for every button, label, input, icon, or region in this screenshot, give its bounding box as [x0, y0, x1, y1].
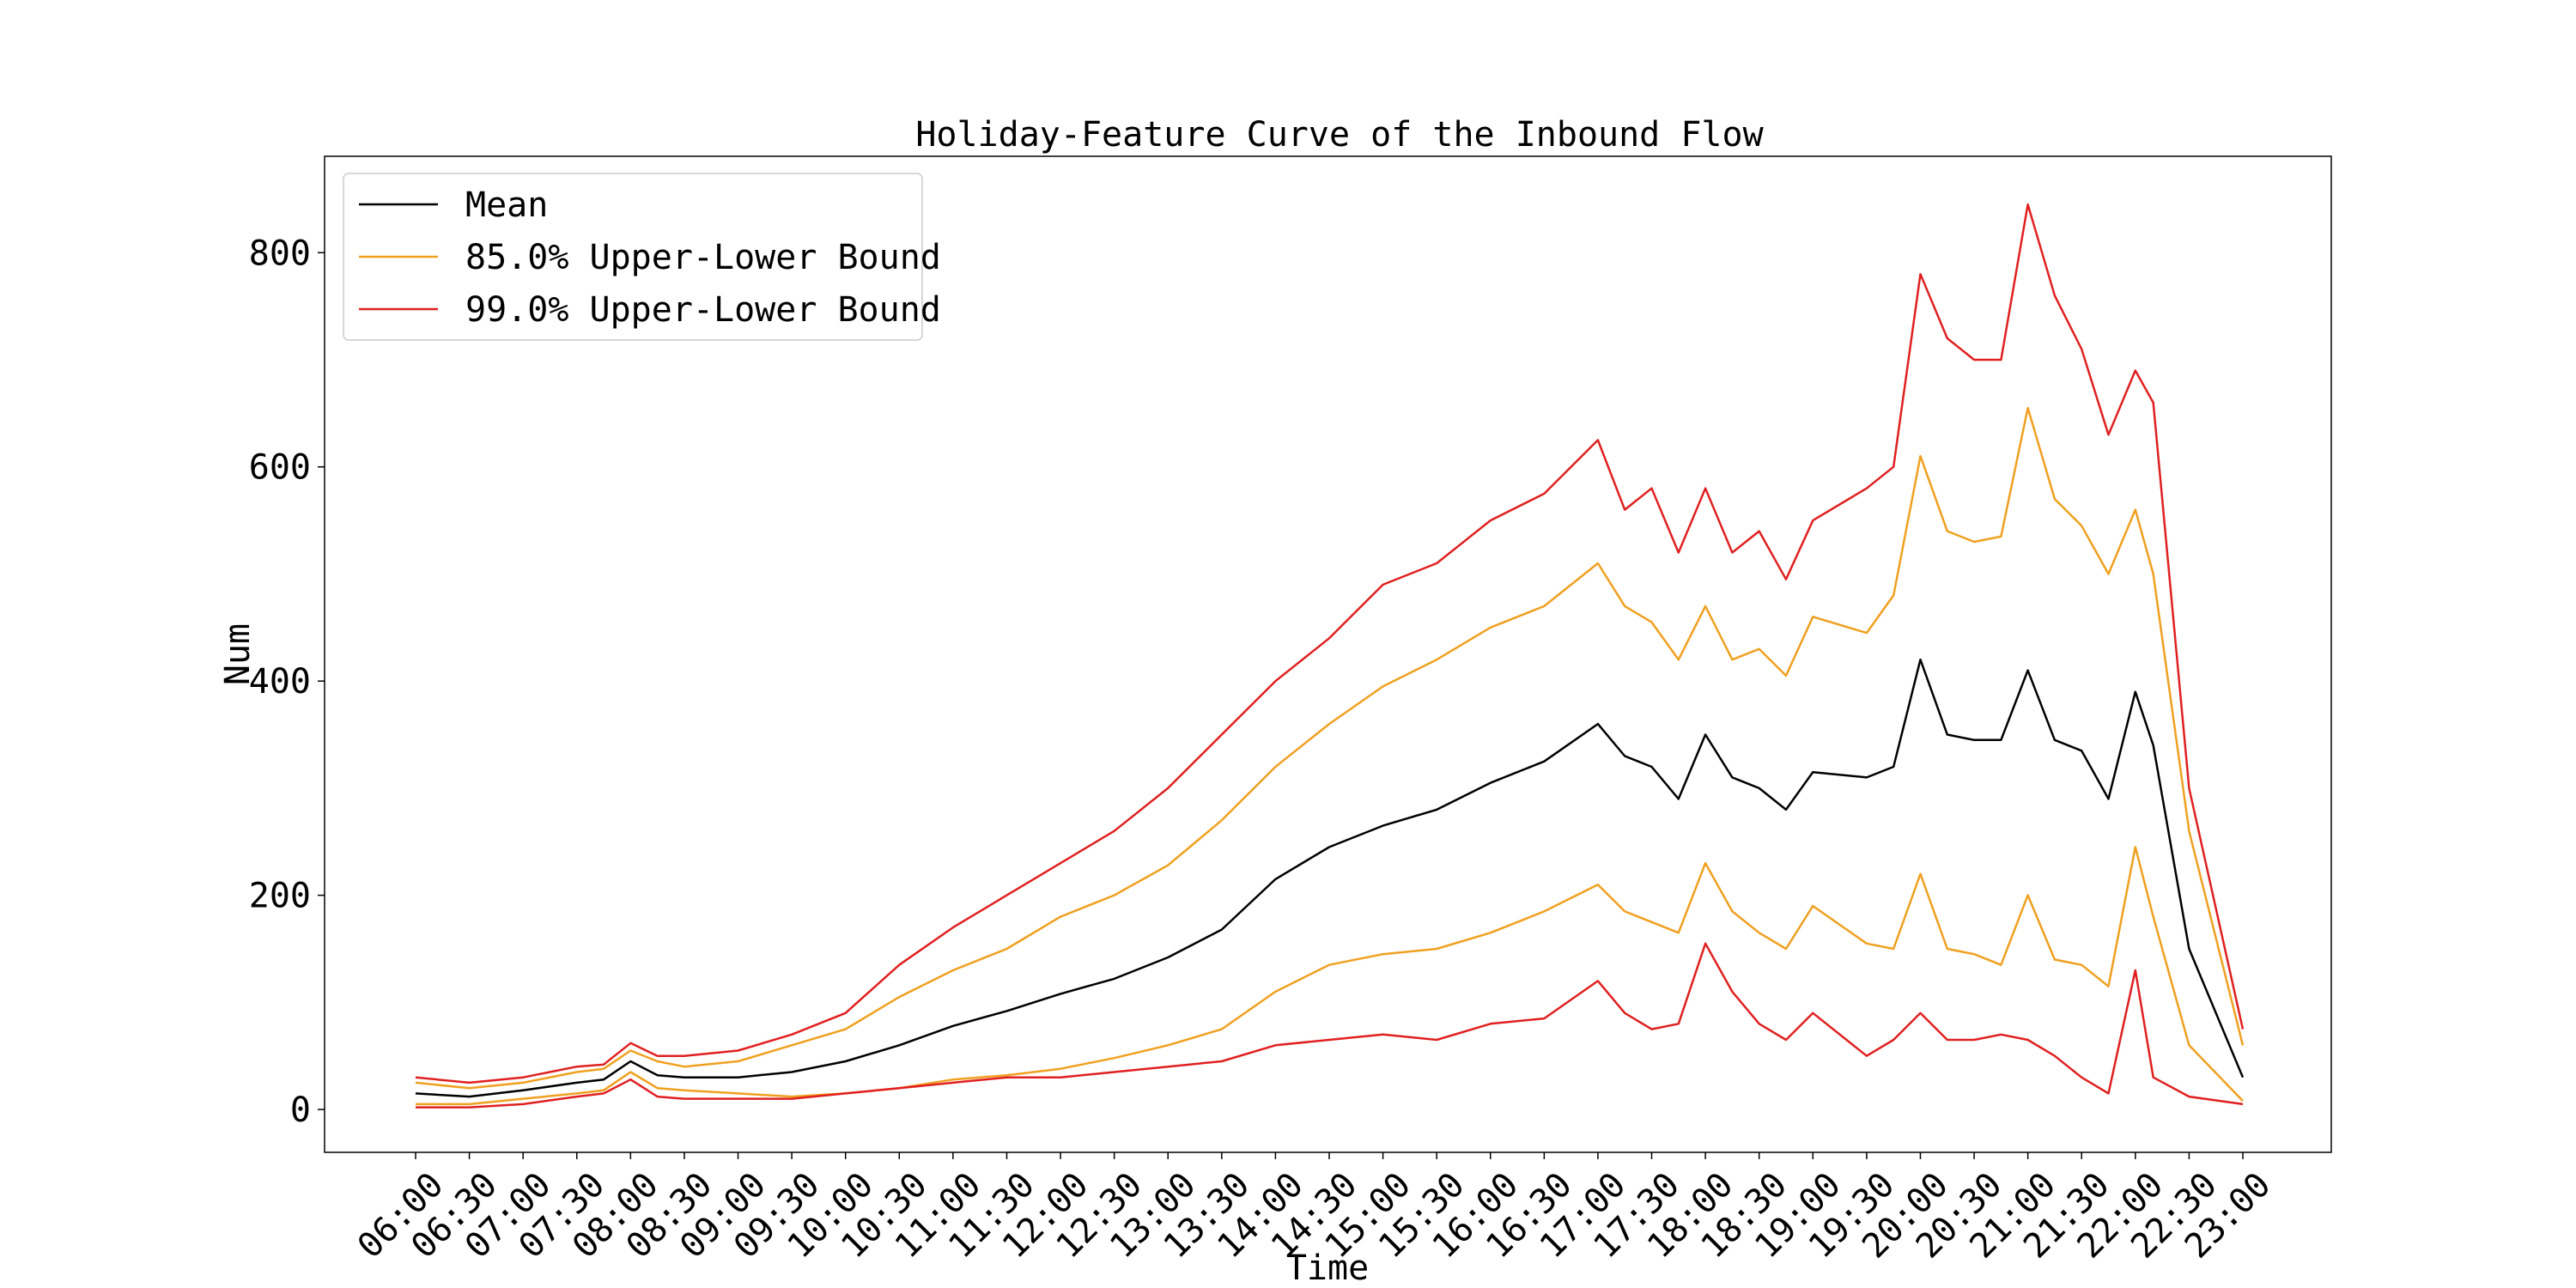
legend-label-b99: 99.0% Upper-Lower Bound — [465, 290, 941, 330]
y-tick-label: 600 — [249, 448, 311, 488]
y-axis-ticks: 0 200 400 600 800 — [249, 234, 325, 1130]
legend: Mean 85.0% Upper-Lower Bound 99.0% Upper-L… — [343, 173, 941, 341]
plot-area — [324, 155, 2332, 1153]
x-axis-label: Time — [1286, 1249, 1369, 1288]
series-line-b99_lower — [416, 942, 2244, 1109]
series-line-b99_upper — [415, 203, 2245, 1084]
y-tick-label: 200 — [249, 877, 311, 916]
y-tick-label: 400 — [249, 662, 311, 702]
y-axis-label: Num — [218, 623, 258, 685]
series-line-b85_lower — [416, 846, 2244, 1106]
y-tick-label: 800 — [249, 234, 311, 273]
legend-label-b85: 85.0% Upper-Lower Bound — [465, 238, 941, 277]
chart-title: Holiday-Feature Curve of the Inbound Flo… — [915, 115, 1764, 155]
series-line-mean — [415, 658, 2245, 1098]
legend-label-mean: Mean — [465, 185, 548, 225]
legend-items: Mean 85.0% Upper-Lower Bound 99.0% Upper-L… — [359, 185, 941, 330]
series-layer — [415, 203, 2245, 1109]
legend-box — [343, 173, 923, 341]
y-tick-label: 0 — [290, 1091, 311, 1130]
series-line-b85_upper — [415, 406, 2245, 1090]
